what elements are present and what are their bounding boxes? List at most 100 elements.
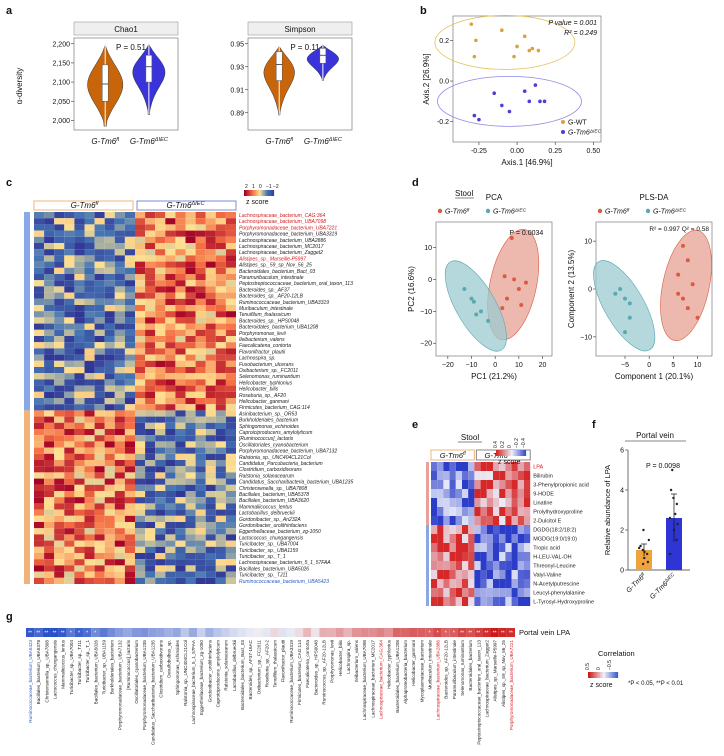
- heatmap-cell: [145, 323, 156, 330]
- corr-cell: [474, 628, 483, 637]
- heatmap-cell: [124, 509, 135, 516]
- heatmap-cell: [205, 243, 216, 250]
- heatmap-cell: [145, 298, 156, 305]
- legend-label-mut: G-Tm6ΔIEC: [653, 207, 687, 216]
- heatmap-cell: [34, 398, 45, 405]
- heatmap-cell: [468, 570, 475, 579]
- heatmap-cell: [225, 249, 236, 256]
- heatmap-cell: [104, 280, 115, 287]
- heatmap-cell: [462, 597, 469, 606]
- heatmap-cell: [493, 561, 500, 570]
- data-point: [641, 562, 645, 566]
- heatmap-cell: [443, 579, 450, 588]
- column-label: Oxibacterium_sp._FC2011: [256, 640, 261, 695]
- heatmap-cell: [135, 255, 146, 262]
- heatmap-cell: [443, 570, 450, 579]
- heatmap-cell: [145, 367, 156, 374]
- row-label: Bacteroides_sp._AF37: [239, 287, 290, 293]
- sig-mark: **: [485, 631, 489, 637]
- heatmap-cell: [185, 515, 196, 522]
- heatmap-cell: [104, 429, 115, 436]
- point-mut: [522, 89, 527, 93]
- corr-cell: [466, 628, 475, 637]
- heatmap-cell: [165, 311, 176, 318]
- heatmap-cell: [74, 429, 85, 436]
- heatmap-cell: [225, 317, 236, 324]
- heatmap-cell: [74, 497, 85, 504]
- heatmap-cell: [195, 336, 206, 343]
- heatmap-cell: [195, 298, 206, 305]
- legend-swatch: [613, 672, 616, 678]
- heatmap-cell: [44, 255, 55, 262]
- heatmap-cell: [215, 360, 226, 367]
- corr-cell: [172, 628, 181, 637]
- heatmap-cell: [468, 525, 475, 534]
- heatmap-cell: [135, 546, 146, 553]
- heatmap-cell: [104, 391, 115, 398]
- heatmap-cell: [505, 462, 512, 471]
- heatmap-cell: [74, 571, 85, 578]
- heatmap-cell: [185, 317, 196, 324]
- heatmap-cell: [124, 249, 135, 256]
- heatmap-cell: [431, 570, 438, 579]
- heatmap-cell: [104, 305, 115, 312]
- point-wt: [516, 287, 521, 291]
- x-axis-label: Axis.1 [46.9%]: [501, 158, 552, 167]
- heatmap-cell: [205, 491, 216, 498]
- legend-tick: 0: [507, 445, 513, 448]
- heatmap-cell: [505, 579, 512, 588]
- heatmap-cell: [175, 298, 186, 305]
- heatmap-cell: [54, 354, 65, 361]
- heatmap-cell: [474, 552, 481, 561]
- heatmap-cell: [114, 404, 125, 411]
- heatmap-cell: [145, 336, 156, 343]
- heatmap-cell: [74, 447, 85, 454]
- heatmap-cell: [64, 255, 75, 262]
- heatmap-cell: [474, 507, 481, 516]
- heatmap-cell: [505, 543, 512, 552]
- heatmap-cell: [165, 534, 176, 541]
- row-bar-top: [426, 462, 429, 525]
- heatmap-cell: [155, 460, 166, 467]
- heatmap-cell: [135, 497, 146, 504]
- heatmap-cell: [74, 503, 85, 510]
- heatmap-cell: [480, 570, 487, 579]
- row-label: Bacteroidales_bacterium_Bact_03: [239, 269, 315, 275]
- heatmap-cell: [165, 577, 176, 584]
- heatmap-cell: [437, 507, 444, 516]
- corr-cell: [294, 628, 304, 637]
- heatmap-cell: [225, 509, 236, 516]
- heatmap-cell: [94, 385, 105, 392]
- heatmap-cell: [155, 546, 166, 553]
- heatmap-cell: [94, 565, 105, 572]
- corr-cell: [352, 628, 361, 637]
- heatmap-cell: [104, 255, 115, 262]
- heatmap-cell: [54, 280, 65, 287]
- heatmap-cell: [155, 261, 166, 268]
- heatmap-cell: [54, 224, 65, 231]
- column-label: Alphaproteobacteria_bacterium: [403, 640, 408, 704]
- heatmap-cell: [205, 472, 216, 479]
- point-mut: [462, 287, 467, 291]
- legend-tick: 1: [252, 184, 255, 190]
- heatmap-cell: [124, 416, 135, 423]
- corr-cell: [327, 628, 336, 637]
- heatmap-cell: [215, 540, 226, 547]
- heatmap-cell: [94, 416, 105, 423]
- heatmap-cell: [175, 546, 186, 553]
- heatmap-cell: [44, 472, 55, 479]
- heatmap-cell: [175, 515, 186, 522]
- heatmap-cell: [74, 348, 85, 355]
- heatmap-cell: [449, 498, 456, 507]
- heatmap-cell: [84, 484, 95, 491]
- heatmap-cell: [505, 498, 512, 507]
- heatmap-cell: [114, 466, 125, 473]
- heatmap-cell: [64, 546, 75, 553]
- x-group-label: G-Tm6ΔIEC: [304, 137, 343, 146]
- heatmap-cell: [74, 534, 85, 541]
- heatmap-cell: [54, 466, 65, 473]
- heatmap-cell: [155, 571, 166, 578]
- heatmap-cell: [215, 236, 226, 243]
- heatmap-cell: [104, 577, 115, 584]
- heatmap-cell: [135, 422, 146, 429]
